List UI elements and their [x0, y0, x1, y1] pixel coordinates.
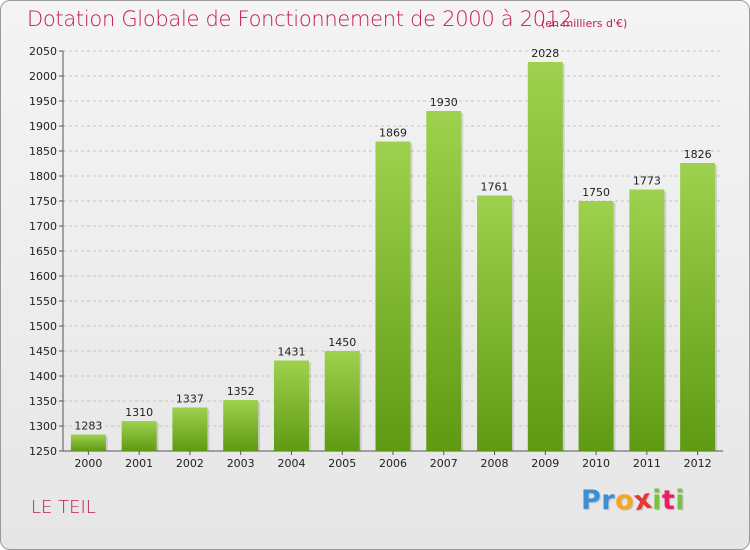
unit-label: (en milliers d'€) — [541, 17, 628, 30]
x-tick-label: 2011 — [633, 457, 661, 470]
y-tick-label: 1850 — [29, 145, 57, 158]
bar — [172, 407, 208, 451]
bar-value-label: 1930 — [430, 96, 458, 109]
y-tick-label: 1650 — [29, 245, 57, 258]
logo-letter: P — [581, 485, 602, 516]
y-tick-label: 1300 — [29, 420, 57, 433]
bar-value-label: 1352 — [227, 385, 255, 398]
y-tick-label: 1550 — [29, 295, 57, 308]
y-tick-label: 1450 — [29, 345, 57, 358]
bar — [273, 360, 309, 451]
bar-value-label: 1869 — [379, 127, 407, 140]
bar — [578, 201, 614, 451]
y-tick-label: 1250 — [29, 445, 57, 458]
y-tick-label: 1900 — [29, 120, 57, 133]
logo-letter: t — [661, 485, 676, 516]
y-tick-label: 1800 — [29, 170, 57, 183]
label-layer: 1283 2000 1310 2001 1337 2002 1352 2003 1431 2004… — [74, 47, 711, 470]
logo-letter: r — [601, 485, 616, 516]
x-tick-label: 2007 — [430, 457, 458, 470]
bar-value-label: 1450 — [328, 336, 356, 349]
bar — [223, 400, 259, 451]
commune-name: LE TEIL — [31, 497, 96, 518]
bar-value-label: 2028 — [531, 47, 559, 60]
bar — [121, 421, 157, 451]
bar — [70, 434, 106, 451]
bar-value-label: 1773 — [633, 175, 661, 188]
y-tick-label: 1950 — [29, 95, 57, 108]
logo-letter: o — [615, 485, 635, 516]
chart-title: Dotation Globale de Fonctionnement de 20… — [27, 7, 572, 31]
bar-layer — [70, 62, 718, 451]
x-tick-label: 2003 — [227, 457, 255, 470]
bar-value-label: 1310 — [125, 406, 153, 419]
y-tick-label: 2050 — [29, 45, 57, 58]
bar-value-label: 1826 — [684, 148, 712, 161]
x-tick-label: 2008 — [481, 457, 509, 470]
axis-layer: 1250 1300 1350 1400 1450 1500 1550 1600 1650 1700… — [29, 45, 723, 458]
y-tick-label: 1500 — [29, 320, 57, 333]
bar-value-label: 1750 — [582, 186, 610, 199]
y-tick-label: 1400 — [29, 370, 57, 383]
bar-value-label: 1337 — [176, 393, 204, 406]
bar-value-label: 1283 — [74, 420, 102, 433]
bar — [629, 189, 665, 451]
logo-letter: i — [675, 485, 686, 516]
x-tick-label: 2005 — [328, 457, 356, 470]
bar — [527, 62, 563, 451]
x-tick-label: 2000 — [74, 457, 102, 470]
bar — [680, 163, 716, 451]
y-tick-label: 2000 — [29, 70, 57, 83]
x-tick-label: 2010 — [582, 457, 610, 470]
proxiti-logo[interactable]: Proxiti — [581, 484, 686, 518]
bar — [426, 111, 462, 451]
y-tick-label: 1350 — [29, 395, 57, 408]
y-tick-label: 1750 — [29, 195, 57, 208]
y-tick-label: 1600 — [29, 270, 57, 283]
x-tick-label: 2006 — [379, 457, 407, 470]
x-tick-label: 2012 — [684, 457, 712, 470]
bar — [324, 351, 360, 451]
x-tick-label: 2002 — [176, 457, 204, 470]
bar-value-label: 1431 — [277, 346, 305, 359]
x-tick-label: 2001 — [125, 457, 153, 470]
bar — [375, 141, 411, 451]
bar-value-label: 1761 — [481, 181, 509, 194]
y-tick-label: 1700 — [29, 220, 57, 233]
bar — [477, 195, 513, 451]
x-tick-label: 2009 — [531, 457, 559, 470]
logo-letter: i — [652, 485, 662, 516]
x-tick-label: 2004 — [277, 457, 305, 470]
